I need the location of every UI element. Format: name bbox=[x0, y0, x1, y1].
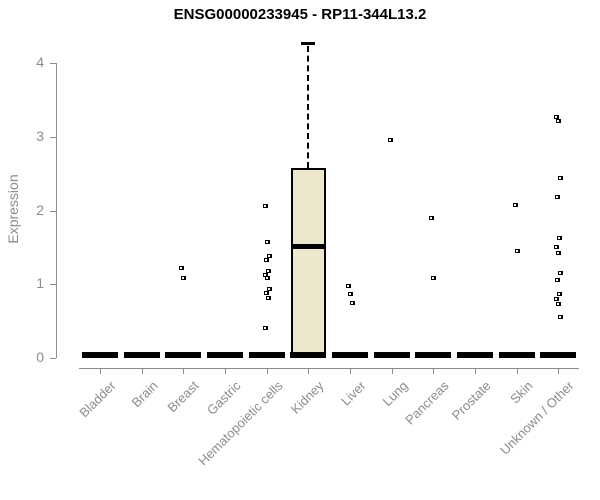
x-axis-tick bbox=[266, 368, 268, 374]
outlier-point bbox=[347, 291, 353, 296]
zero-bar bbox=[498, 352, 535, 358]
x-axis-tick bbox=[99, 368, 101, 374]
x-axis-tick bbox=[349, 368, 351, 374]
y-tick-label: 2 bbox=[36, 201, 44, 218]
whisker-cap bbox=[301, 42, 316, 46]
outlier-point bbox=[179, 266, 185, 271]
outlier-point bbox=[555, 195, 561, 200]
outlier-point bbox=[558, 271, 564, 276]
median-line bbox=[291, 244, 327, 250]
zero-bar bbox=[165, 352, 202, 358]
outlier-point bbox=[556, 302, 562, 307]
zero-bar bbox=[248, 352, 285, 358]
outlier-point bbox=[262, 325, 268, 330]
outlier-point bbox=[263, 291, 269, 296]
outlier-point bbox=[557, 291, 563, 296]
zero-bar bbox=[373, 352, 410, 358]
x-axis-tick bbox=[433, 368, 435, 374]
outlier-point bbox=[349, 300, 355, 305]
outlier-point bbox=[345, 284, 351, 289]
outlier-point bbox=[387, 138, 393, 143]
x-axis-line bbox=[79, 368, 579, 369]
y-tick-label: 3 bbox=[36, 127, 44, 144]
outlier-point bbox=[264, 240, 270, 245]
outlier-point bbox=[558, 315, 564, 320]
x-axis-tick bbox=[474, 368, 476, 374]
zero-bar bbox=[415, 352, 452, 358]
outlier-point bbox=[262, 272, 268, 277]
outlier-point bbox=[514, 249, 520, 254]
outlier-point bbox=[555, 277, 561, 282]
outlier-point bbox=[554, 114, 560, 119]
outlier-point bbox=[265, 268, 271, 273]
y-tick-label: 4 bbox=[36, 54, 44, 70]
outlier-point bbox=[181, 276, 187, 281]
outlier-point bbox=[558, 176, 564, 181]
x-axis-tick bbox=[224, 368, 226, 374]
outlier-point bbox=[512, 203, 518, 208]
x-axis-tick bbox=[558, 368, 560, 374]
y-axis-tick bbox=[50, 210, 56, 212]
outlier-point bbox=[431, 276, 437, 281]
outlier-point bbox=[554, 297, 560, 301]
outlier-point bbox=[263, 257, 269, 262]
zero-bar bbox=[456, 352, 493, 358]
outlier-point bbox=[262, 204, 268, 209]
y-axis-tick bbox=[50, 136, 56, 138]
outlier-point bbox=[429, 215, 435, 220]
outlier-point bbox=[556, 250, 562, 255]
x-axis-tick bbox=[516, 368, 518, 374]
outlier-point bbox=[264, 276, 270, 281]
zero-bar bbox=[206, 352, 243, 358]
zero-bar bbox=[540, 352, 577, 358]
zero-bar bbox=[290, 352, 327, 358]
x-axis-tick bbox=[391, 368, 393, 374]
outlier-point bbox=[265, 295, 271, 300]
x-axis-tick bbox=[183, 368, 185, 374]
zero-bar bbox=[331, 352, 368, 358]
outlier-point bbox=[557, 235, 563, 240]
y-tick-label: 0 bbox=[36, 349, 44, 365]
upper-whisker bbox=[307, 46, 310, 169]
y-tick-label: 1 bbox=[36, 275, 44, 292]
zero-bar bbox=[81, 352, 118, 358]
zero-bar bbox=[123, 352, 160, 358]
x-axis-tick bbox=[308, 368, 310, 374]
y-axis-line bbox=[56, 63, 57, 358]
y-axis-tick bbox=[50, 358, 56, 359]
outlier-point bbox=[266, 286, 272, 291]
chart-title: ENSG00000233945 - RP11-344L13.2 bbox=[173, 6, 427, 23]
outlier-point bbox=[556, 119, 562, 124]
box-iqr bbox=[291, 168, 327, 356]
y-axis-tick bbox=[50, 284, 56, 286]
y-axis-tick bbox=[50, 63, 56, 64]
x-axis-tick bbox=[141, 368, 143, 374]
outlier-point bbox=[266, 254, 272, 259]
outlier-point bbox=[554, 245, 560, 250]
